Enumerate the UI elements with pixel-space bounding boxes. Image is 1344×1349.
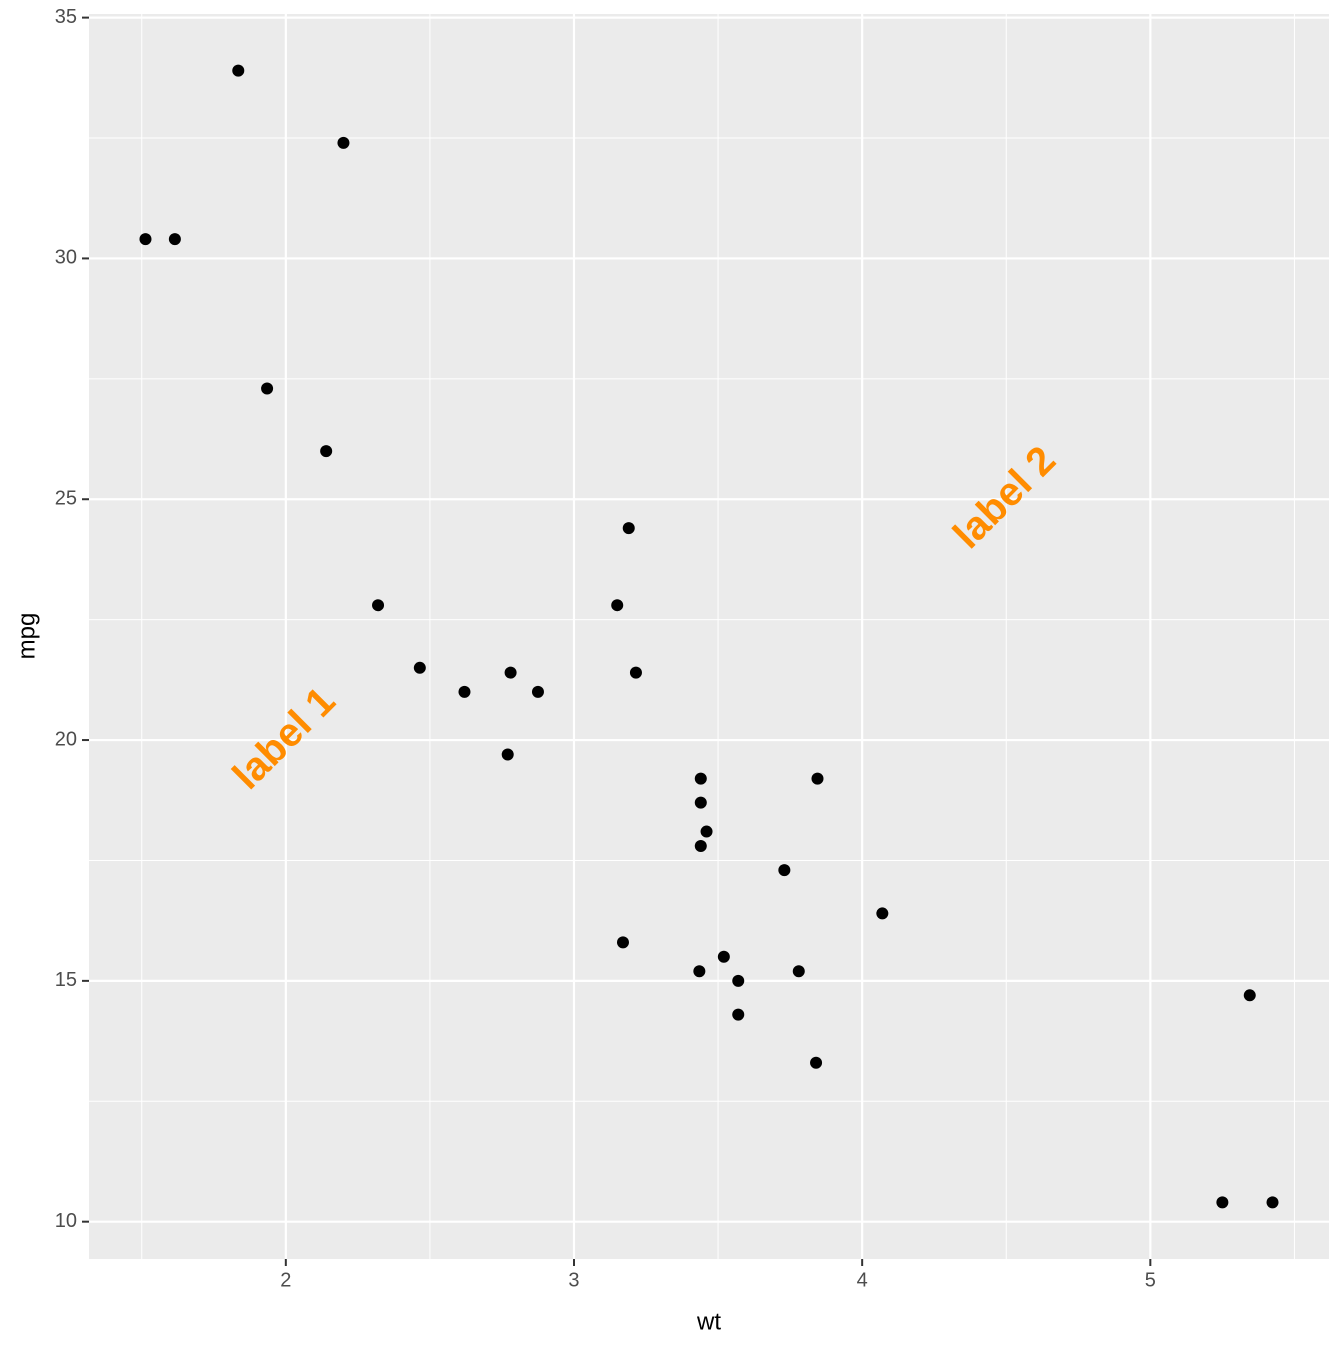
y-tick-label: 15 <box>55 969 77 991</box>
point <box>732 1008 745 1021</box>
y-tick-label: 10 <box>55 1210 77 1232</box>
y-tick-label: 35 <box>55 6 77 28</box>
x-tick-label: 4 <box>857 1269 868 1291</box>
x-tick-label: 5 <box>1145 1269 1156 1291</box>
point <box>501 748 514 761</box>
point <box>616 936 629 949</box>
point <box>778 864 791 877</box>
point <box>337 136 350 149</box>
y-axis-title: mpg <box>13 613 40 660</box>
point <box>413 661 426 674</box>
point <box>139 233 152 246</box>
point <box>732 974 745 987</box>
point <box>810 1056 823 1069</box>
point <box>458 685 471 698</box>
y-tick-label: 20 <box>55 728 77 750</box>
point <box>876 907 889 920</box>
point <box>1266 1196 1279 1209</box>
point <box>1243 989 1256 1002</box>
point <box>700 825 713 838</box>
point <box>717 950 730 963</box>
point <box>694 840 707 853</box>
point <box>531 685 544 698</box>
y-tick-label: 30 <box>55 247 77 269</box>
point <box>693 965 706 978</box>
point <box>611 599 624 612</box>
point <box>622 522 635 535</box>
point <box>629 666 642 679</box>
point <box>694 772 707 785</box>
point <box>694 796 707 809</box>
point <box>168 233 181 246</box>
panel-background <box>89 14 1329 1259</box>
x-tick-label: 3 <box>568 1269 579 1291</box>
point <box>320 445 333 458</box>
point <box>1216 1196 1229 1209</box>
point <box>232 64 245 77</box>
point <box>372 599 385 612</box>
y-tick-label: 25 <box>55 488 77 510</box>
x-tick-label: 2 <box>280 1269 291 1291</box>
point <box>504 666 517 679</box>
point <box>811 772 824 785</box>
x-axis-title: wt <box>696 1308 721 1335</box>
point <box>792 965 805 978</box>
point <box>261 382 274 395</box>
